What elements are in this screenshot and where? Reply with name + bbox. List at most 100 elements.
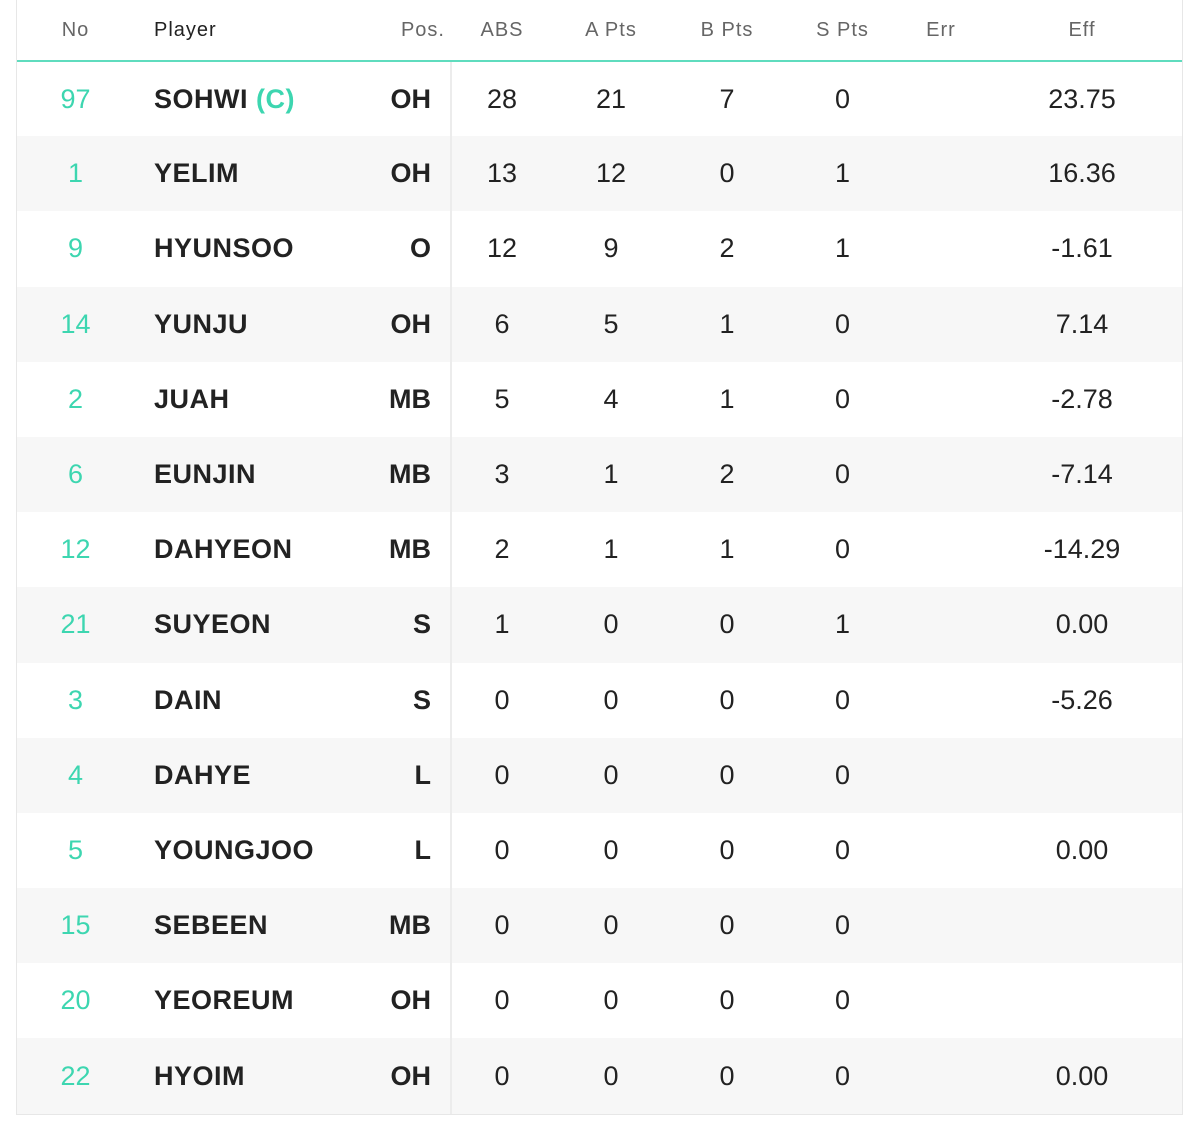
header-eff[interactable]: Eff — [982, 0, 1182, 62]
cell-abs: 0 — [494, 834, 510, 865]
cell-a-pts: 0 — [603, 609, 619, 640]
cell-pos: OH — [390, 308, 432, 339]
cell-pos: MB — [389, 910, 431, 941]
cell-err — [900, 888, 982, 963]
cell-player: YELIM — [134, 136, 367, 211]
cell-s-pts: 1 — [834, 233, 851, 264]
cell-b-pts: 2 — [719, 233, 735, 264]
cell-b-pts: 7 — [719, 83, 735, 114]
cell-abs: 0 — [494, 985, 510, 1016]
table-row: 15 SEBEEN MB 0 0 0 0 — [17, 888, 1182, 964]
cell-no: 5 — [67, 834, 84, 865]
cell-b-pts: 1 — [719, 534, 735, 565]
cell-no: 15 — [60, 910, 91, 941]
cell-pos: MB — [389, 459, 431, 490]
cell-eff: -7.14 — [1051, 459, 1113, 490]
table-row: 12 DAHYEON MB 2 1 1 0 -14.29 — [17, 512, 1182, 587]
table-row: 6 EUNJIN MB 3 1 2 0 -7.14 — [17, 436, 1182, 513]
cell-no: 2 — [67, 383, 84, 414]
cell-a-pts: 0 — [603, 985, 619, 1016]
cell-b-pts: 0 — [719, 158, 735, 189]
table-row: 1 YELIM OH 13 12 0 1 16.36 — [17, 136, 1182, 212]
player-name: HYOIM — [154, 1060, 246, 1091]
cell-player: SUYEON — [134, 587, 367, 662]
header-err[interactable]: Err — [900, 0, 982, 62]
cell-err — [900, 437, 982, 512]
cell-err — [900, 963, 982, 1038]
cell-a-pts: 0 — [603, 834, 619, 865]
cell-pos: L — [414, 834, 432, 865]
cell-player: HYOIM — [134, 1038, 367, 1113]
cell-err — [900, 287, 982, 362]
cell-abs: 3 — [494, 459, 510, 490]
table-row: 3 DAIN S 0 0 0 0 -5.26 — [17, 663, 1182, 738]
cell-s-pts: 0 — [834, 834, 851, 865]
cell-b-pts: 0 — [719, 609, 735, 640]
cell-pos: MB — [389, 383, 431, 414]
cell-player: YUNJU — [134, 287, 367, 362]
cell-a-pts: 1 — [603, 459, 619, 490]
cell-no: 4 — [67, 759, 84, 790]
header-b-pts[interactable]: B Pts — [669, 0, 785, 62]
player-name: YELIM — [154, 158, 240, 189]
cell-s-pts: 0 — [834, 985, 851, 1016]
cell-pos: O — [409, 233, 431, 264]
cell-b-pts: 0 — [719, 1060, 735, 1091]
cell-a-pts: 1 — [603, 534, 619, 565]
cell-abs: 12 — [486, 233, 518, 264]
header-no[interactable]: No — [17, 0, 134, 62]
cell-pos: OH — [390, 985, 432, 1016]
cell-b-pts: 1 — [719, 308, 735, 339]
player-name: HYUNSOO — [154, 233, 295, 264]
cell-eff: -5.26 — [1051, 684, 1113, 715]
cell-abs: 1 — [494, 609, 510, 640]
cell-b-pts: 0 — [719, 985, 735, 1016]
cell-err — [900, 211, 982, 286]
cell-player: SEBEEN — [134, 888, 367, 963]
cell-eff: 0.00 — [1055, 1060, 1109, 1091]
table-header: No Player Pos. ABS A Pts B Pts S Pts Err… — [17, 0, 1182, 62]
table-row: 21 SUYEON S 1 0 0 1 0.00 — [17, 587, 1182, 663]
cell-abs: 0 — [494, 1060, 510, 1091]
cell-no: 21 — [60, 609, 91, 640]
header-player[interactable]: Player — [134, 0, 367, 62]
cell-b-pts: 0 — [719, 910, 735, 941]
cell-abs: 13 — [486, 158, 518, 189]
cell-no: 22 — [60, 1060, 91, 1091]
cell-no: 6 — [67, 459, 84, 490]
cell-player: DAHYE — [134, 738, 367, 813]
header-s-pts[interactable]: S Pts — [785, 0, 900, 62]
cell-eff — [982, 888, 1182, 963]
cell-player: YOUNGJOO — [134, 813, 367, 888]
player-name: SOHWI — [154, 83, 248, 114]
header-a-pts[interactable]: A Pts — [553, 0, 669, 62]
cell-a-pts: 0 — [603, 910, 619, 941]
cell-a-pts: 4 — [603, 383, 619, 414]
table-body: 97 SOHWI (C) OH 28 21 7 0 23.75 1 YELIM OH 13 12 0 1 16… — [17, 61, 1182, 1114]
cell-s-pts: 0 — [834, 910, 851, 941]
cell-eff — [982, 963, 1182, 1038]
cell-s-pts: 0 — [834, 308, 851, 339]
cell-abs: 0 — [494, 910, 510, 941]
cell-a-pts: 0 — [603, 1060, 619, 1091]
header-abs[interactable]: ABS — [451, 0, 553, 62]
player-name: YEOREUM — [154, 985, 295, 1016]
captain-badge: (C) — [256, 83, 295, 114]
cell-player: HYUNSOO — [134, 211, 367, 286]
cell-a-pts: 12 — [595, 158, 627, 189]
player-name: SEBEEN — [154, 910, 269, 941]
cell-no: 3 — [67, 684, 84, 715]
cell-s-pts: 0 — [834, 684, 851, 715]
cell-b-pts: 0 — [719, 684, 735, 715]
player-stats-table: No Player Pos. ABS A Pts B Pts S Pts Err… — [17, 0, 1182, 1114]
player-name: DAHYE — [154, 759, 252, 790]
cell-eff: -2.78 — [1051, 383, 1113, 414]
cell-err — [900, 1038, 982, 1113]
cell-s-pts: 0 — [834, 383, 851, 414]
player-name: YUNJU — [154, 308, 249, 339]
cell-player: JUAH — [134, 362, 367, 437]
cell-a-pts: 5 — [603, 308, 619, 339]
header-pos[interactable]: Pos. — [367, 0, 451, 62]
cell-no: 9 — [67, 233, 84, 264]
cell-pos: S — [412, 609, 431, 640]
